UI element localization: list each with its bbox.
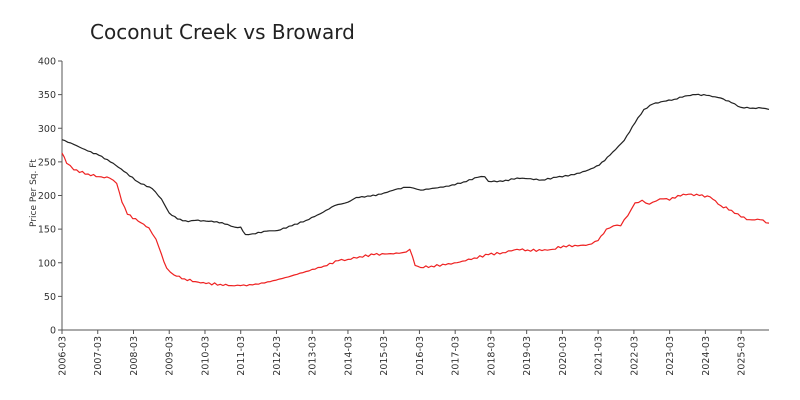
y-tick-label: 400	[38, 57, 56, 68]
x-tick-label: 2011-03	[236, 336, 247, 376]
y-tick-label: 300	[38, 124, 56, 135]
y-tick-label: 50	[44, 292, 56, 303]
y-tick-label: 250	[38, 157, 56, 168]
y-tick-label: 200	[38, 191, 56, 202]
chart-title: Coconut Creek vs Broward	[90, 20, 355, 44]
y-tick-label: 100	[38, 258, 56, 269]
x-tick-label: 2015-03	[379, 336, 390, 376]
x-tick-label: 2023-03	[665, 336, 676, 376]
x-tick-label: 2020-03	[558, 336, 569, 376]
x-tick-label: 2016-03	[415, 336, 426, 376]
x-tick-label: 2013-03	[308, 336, 319, 376]
y-tick-label: 150	[38, 225, 56, 236]
x-tick-label: 2019-03	[522, 336, 533, 376]
x-tick-label: 2025-03	[737, 336, 748, 376]
x-tick-label: 2021-03	[594, 336, 605, 376]
x-tick-label: 2007-03	[93, 336, 104, 376]
x-tick-label: 2014-03	[343, 336, 354, 376]
series-lines	[61, 93, 770, 287]
y-tick-label: 0	[50, 326, 56, 337]
x-axis-ticks: 2006-03 2007-03 2008-03 2009-03 2010-03 2011-…	[58, 330, 748, 376]
series-line-broward	[61, 93, 770, 236]
x-tick-label: 2009-03	[165, 336, 176, 376]
x-tick-label: 2022-03	[629, 336, 640, 376]
x-tick-label: 2024-03	[701, 336, 712, 376]
x-tick-label: 2017-03	[451, 336, 462, 376]
x-tick-label: 2018-03	[486, 336, 497, 376]
x-tick-label: 2012-03	[272, 336, 283, 376]
y-tick-label: 350	[38, 90, 56, 101]
x-tick-label: 2010-03	[200, 336, 211, 376]
y-axis-title: Price Per Sq. Ft	[29, 159, 39, 227]
series-line-coconut-creek	[61, 152, 770, 287]
x-tick-label: 2006-03	[58, 336, 69, 376]
x-tick-label: 2008-03	[129, 336, 140, 376]
y-axis-ticks: 0 50 100 150 200 250 300 350 400	[38, 57, 62, 337]
